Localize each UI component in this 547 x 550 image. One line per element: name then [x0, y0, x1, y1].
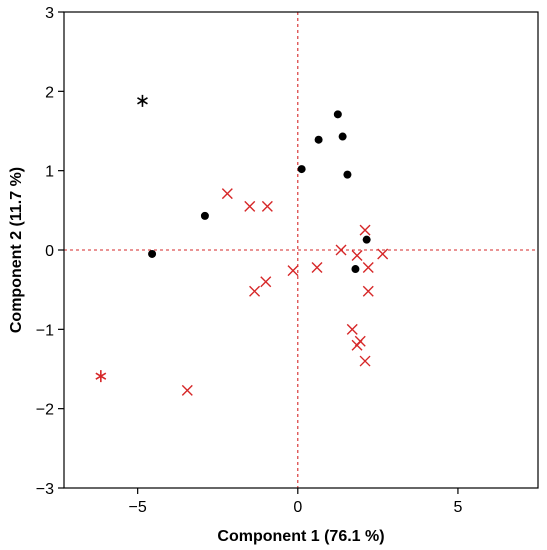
cross-point: [346, 323, 358, 335]
dot-point: [297, 165, 306, 174]
y-tick-label: 2: [45, 84, 54, 101]
y-tick-label: −1: [36, 322, 54, 339]
dot-point: [343, 170, 352, 179]
dot-point: [351, 265, 360, 274]
cross-point: [351, 250, 363, 262]
cross-point: [221, 188, 233, 200]
y-tick-label: 3: [45, 5, 54, 22]
axis-ticks: −5 0 5 −3 −2 −1 0 1 2 3: [36, 5, 463, 516]
dot-point: [200, 211, 209, 220]
cross-point: [287, 265, 299, 277]
cross-point: [359, 224, 371, 236]
y-tick-label: 1: [45, 164, 54, 181]
data-points: [95, 94, 389, 396]
y-tick-label: −2: [36, 402, 54, 419]
dot-point: [338, 132, 347, 141]
dot-point: [148, 249, 157, 258]
star-point: [95, 370, 107, 383]
cross-point: [351, 339, 363, 351]
cross-point: [377, 248, 389, 260]
x-tick-label: −5: [129, 499, 147, 516]
cross-point: [244, 200, 256, 212]
y-tick-label: 0: [45, 243, 54, 260]
y-axis-label: Component 2 (11.7 %): [8, 167, 25, 333]
cross-point: [260, 276, 272, 288]
reference-lines: [64, 12, 538, 488]
cross-point: [311, 261, 323, 273]
x-axis-label: Component 1 (76.1 %): [217, 528, 384, 545]
star-point: [137, 94, 148, 107]
cross-point: [181, 384, 193, 396]
cross-point: [362, 261, 374, 273]
dot-point: [362, 235, 371, 244]
x-tick-label: 5: [453, 499, 462, 516]
cross-point: [362, 285, 374, 297]
y-tick-label: −3: [36, 481, 54, 498]
cross-point: [359, 355, 371, 367]
dot-point: [314, 135, 323, 144]
dot-point: [333, 110, 342, 119]
x-tick-label: 0: [293, 499, 302, 516]
cross-point: [261, 200, 273, 212]
cross-point: [335, 244, 347, 256]
cross-point: [249, 285, 261, 297]
